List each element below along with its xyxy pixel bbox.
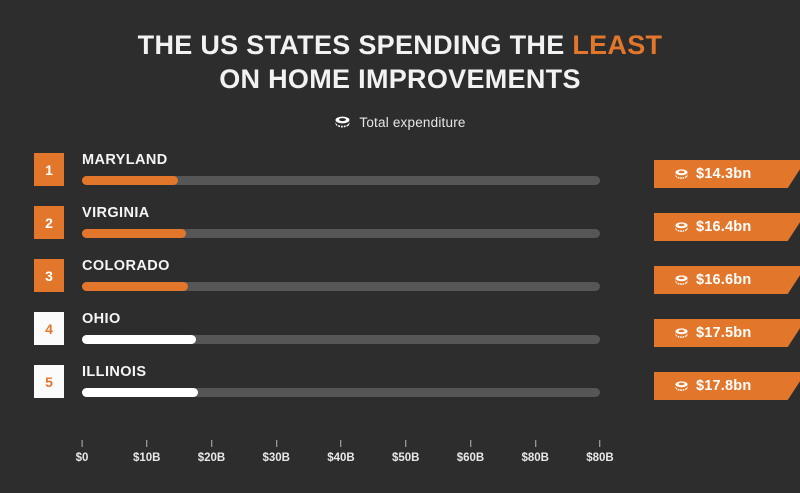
value-label: $16.4bn: [696, 219, 752, 235]
tick-mark: [340, 440, 342, 447]
axis-tick: $10B: [133, 440, 161, 464]
tick-mark: [470, 440, 471, 447]
axis-tick: $80B: [586, 440, 614, 464]
chart-row[interactable]: 3 COLORADO $16.6bn: [34, 252, 800, 305]
tick-label: $60B: [456, 452, 485, 464]
tick-mark: [81, 440, 83, 447]
rank-badge: 2: [34, 206, 64, 239]
state-label: ILLINOIS: [82, 364, 147, 380]
tick-mark: [534, 440, 536, 447]
tick-mark: [211, 440, 212, 447]
state-label: OHIO: [82, 311, 121, 327]
title-line-1: THE US STATES SPENDING THE LEAST: [0, 28, 800, 62]
chart-row[interactable]: 5 ILLINOIS $17.8bn: [34, 358, 800, 411]
value-label: $17.8bn: [696, 378, 752, 394]
title-text-accent: LEAST: [572, 30, 663, 60]
chart-rows: 1 MARYLAND $14.3bn: [0, 146, 800, 411]
tick-mark: [405, 440, 407, 447]
tick-label: $40B: [327, 452, 355, 464]
title-text-primary: THE US STATES SPENDING THE: [137, 30, 573, 60]
coin-stack-icon: [674, 274, 689, 287]
value-tag: $14.3bn: [654, 160, 800, 188]
value-label: $14.3bn: [696, 166, 752, 182]
state-label: COLORADO: [82, 258, 170, 274]
axis-tick: $40B: [327, 440, 355, 464]
bar-fill: [82, 229, 186, 238]
row-body: MARYLAND $14.3bn: [82, 146, 800, 199]
row-body: VIRGINIA $16.4bn: [82, 199, 800, 252]
coin-stack-icon: [334, 115, 351, 130]
chart-legend: Total expenditure: [0, 115, 800, 130]
coin-stack-icon: [674, 380, 689, 393]
value-label: $16.6bn: [696, 272, 752, 288]
state-label: MARYLAND: [82, 152, 168, 168]
tick-label: $0: [75, 452, 89, 464]
tick-label: $80B: [586, 452, 614, 464]
bar-track: [82, 176, 600, 185]
page-title: THE US STATES SPENDING THE LEAST ON HOME…: [0, 0, 800, 96]
state-label: VIRGINIA: [82, 205, 150, 221]
chart-row[interactable]: 4 OHIO $17.5bn: [34, 305, 800, 358]
bar-track: [82, 388, 600, 397]
axis-tick: $80B: [521, 440, 550, 464]
bar-track: [82, 335, 600, 344]
bar-fill: [82, 282, 188, 291]
coin-stack-icon: [674, 168, 689, 181]
axis-tick: $60B: [456, 440, 485, 464]
legend-label: Total expenditure: [359, 115, 466, 130]
title-line-2: ON HOME IMPROVEMENTS: [219, 64, 581, 94]
tick-mark: [275, 440, 277, 447]
rank-badge: 3: [34, 259, 64, 292]
axis-tick: $30B: [262, 440, 291, 464]
rank-badge: 4: [34, 312, 64, 345]
row-body: OHIO $17.5bn: [82, 305, 800, 358]
axis-tick: $0: [75, 440, 89, 464]
tick-label: $20B: [197, 452, 226, 464]
value-tag: $16.6bn: [654, 266, 800, 294]
row-body: ILLINOIS $17.8bn: [82, 358, 800, 411]
tick-label: $50B: [392, 452, 420, 464]
bar-track: [82, 229, 600, 238]
tick-label: $30B: [262, 452, 291, 464]
tick-label: $80B: [521, 452, 550, 464]
tick-label: $10B: [133, 452, 161, 464]
tick-mark: [599, 440, 601, 447]
bar-track: [82, 282, 600, 291]
rank-badge: 1: [34, 153, 64, 186]
axis-tick: $20B: [197, 440, 226, 464]
bar-fill: [82, 176, 178, 185]
chart-row[interactable]: 2 VIRGINIA $16.4bn: [34, 199, 800, 252]
chart-row[interactable]: 1 MARYLAND $14.3bn: [34, 146, 800, 199]
rank-badge: 5: [34, 365, 64, 398]
value-label: $17.5bn: [696, 325, 752, 341]
tick-mark: [146, 440, 148, 447]
value-tag: $17.8bn: [654, 372, 800, 400]
coin-stack-icon: [674, 221, 689, 234]
value-tag: $17.5bn: [654, 319, 800, 347]
bar-fill: [82, 335, 196, 344]
axis-tick: $50B: [392, 440, 420, 464]
value-tag: $16.4bn: [654, 213, 800, 241]
bar-fill: [82, 388, 199, 397]
x-axis: $0 $10B $20B $30B $40B $50B $60B $80B $8…: [76, 440, 614, 480]
coin-stack-icon: [674, 327, 689, 340]
row-body: COLORADO $16.6bn: [82, 252, 800, 305]
